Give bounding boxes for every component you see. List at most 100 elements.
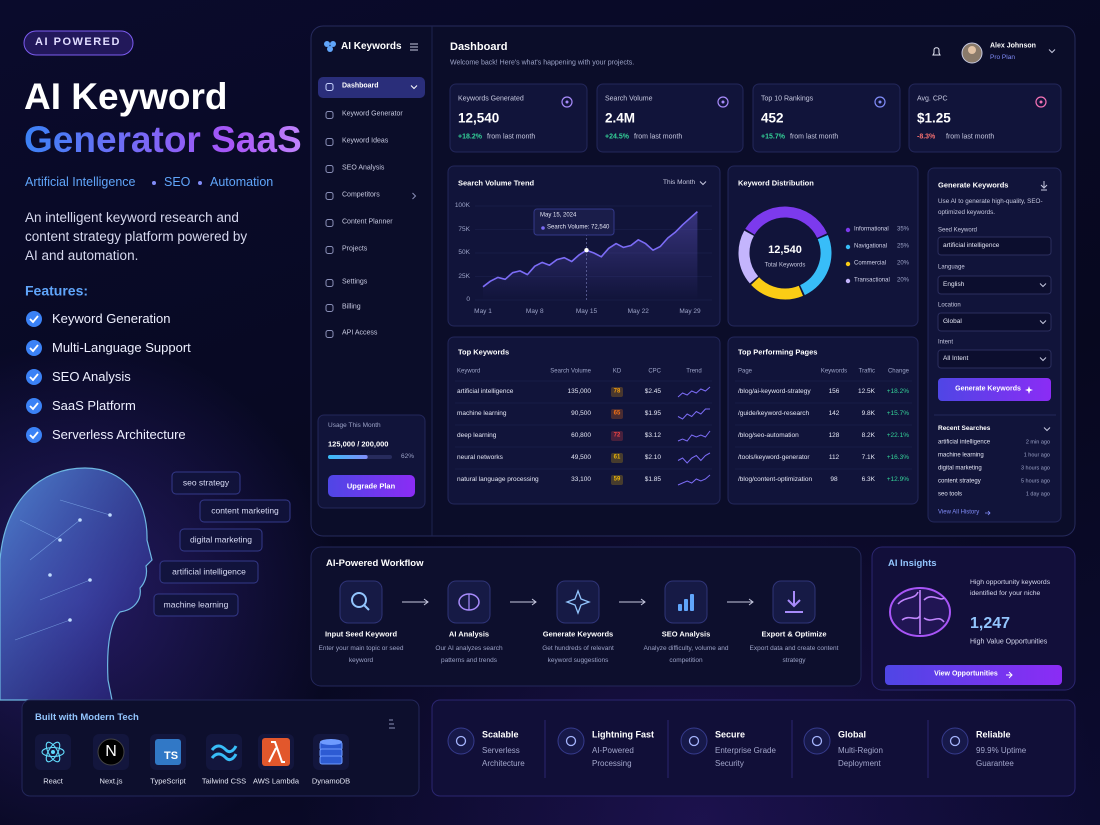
legend-label: Commercial	[854, 260, 887, 267]
page-title: Dashboard	[450, 41, 508, 54]
step-title: Generate Keywords	[542, 629, 614, 639]
nav-item[interactable]: Dashboard	[342, 82, 379, 90]
select[interactable]	[937, 312, 1052, 332]
nav-item[interactable]: Content Planner	[342, 218, 393, 226]
field-value[interactable]: artificial intelligence	[943, 241, 1000, 249]
step-title: Input Seed Keyword	[324, 629, 398, 639]
nav-item[interactable]: API Access	[342, 329, 378, 337]
input[interactable]	[937, 236, 1052, 256]
badge	[23, 30, 134, 56]
recent-term[interactable]: content strategy	[938, 478, 981, 485]
recent-term[interactable]: seo tools	[938, 491, 963, 498]
y-tick-label: 0	[466, 295, 470, 303]
history-link[interactable]: View All History	[938, 509, 980, 516]
sparkline	[677, 408, 710, 420]
table-cell: deep learning	[457, 431, 497, 439]
field-value[interactable]: English	[943, 280, 965, 288]
x-tick-label: May 29	[679, 307, 701, 315]
table-cell: 156	[828, 387, 840, 395]
x-tick-label: May 1	[474, 307, 492, 315]
nav-icon	[325, 279, 334, 287]
select[interactable]	[937, 349, 1052, 369]
x-tick-label: May 22	[627, 307, 649, 315]
nav-item[interactable]: SEO Analysis	[342, 164, 385, 172]
tech-name: AWS Lambda	[253, 776, 299, 786]
y-tick-label: 75K	[458, 225, 470, 233]
features-title: Features:	[25, 282, 89, 299]
typescript-logo	[155, 739, 181, 765]
table-cell: 7.1K	[861, 453, 875, 461]
check-icon	[26, 340, 42, 356]
kd-value: 72	[613, 432, 621, 439]
avatar-face	[968, 46, 976, 54]
stat-icon	[721, 100, 725, 104]
select[interactable]	[937, 275, 1052, 295]
stat-note: from last month	[634, 133, 683, 141]
circuit-node	[58, 538, 62, 542]
check-icon	[26, 398, 42, 414]
generate-button[interactable]	[938, 378, 1051, 401]
table-cell: 90,500	[571, 409, 591, 417]
stat-value: 452	[761, 110, 784, 126]
highlight-icon	[941, 727, 969, 755]
hero-title: Generator SaaS	[24, 117, 302, 163]
recent-term[interactable]: machine learning	[938, 452, 984, 459]
sparkle-icon	[1025, 386, 1033, 394]
dynamodb-logo	[319, 755, 343, 765]
step-description: Enter your main topic or seed keyword	[318, 645, 404, 664]
recent-time: 3 hours ago	[1020, 465, 1050, 472]
nav-item[interactable]: Keyword Ideas	[342, 137, 389, 145]
stat-change: +24.5%	[605, 133, 629, 141]
tech-name: Next.js	[99, 776, 123, 786]
generate-button-text[interactable]: Generate Keywords	[955, 385, 1021, 393]
kd-value: 78	[613, 388, 621, 395]
stat-icon	[1035, 96, 1047, 108]
recent-term[interactable]: artificial intelligence	[938, 439, 991, 446]
highlight-text: Multi-Region	[838, 746, 883, 755]
highlight-title: Secure	[715, 729, 746, 740]
logo	[324, 41, 330, 47]
insights-button[interactable]	[885, 665, 1062, 685]
nav-item[interactable]: Projects	[342, 245, 368, 253]
highlight-icon	[447, 727, 475, 755]
stat-card	[596, 83, 744, 153]
stat-note: from last month	[487, 133, 536, 141]
floating-tag-text: machine learning	[163, 599, 229, 610]
table-header: Traffic	[858, 368, 875, 375]
nav-item[interactable]: Competitors	[342, 191, 380, 199]
donut-segment	[751, 277, 804, 300]
upgrade-button-text[interactable]: Upgrade Plan	[346, 481, 396, 491]
nav-active[interactable]	[318, 77, 425, 98]
floating-tag	[153, 593, 239, 617]
period-select[interactable]: This Month	[663, 178, 696, 186]
recent-term[interactable]: digital marketing	[938, 465, 982, 472]
table-cell: +22.1%	[886, 431, 909, 439]
react-logo	[45, 741, 61, 763]
circuit-line	[59, 499, 111, 516]
chevron	[1043, 427, 1051, 432]
highlights-panel	[431, 699, 1076, 797]
field-value[interactable]: Global	[943, 317, 962, 325]
field-value[interactable]: All Intent	[943, 354, 969, 362]
panel-title: Built with Modern Tech	[35, 712, 139, 724]
stat-note: from last month	[790, 133, 839, 141]
nav-item[interactable]: Settings	[342, 278, 368, 286]
nav-item[interactable]: Keyword Generator	[342, 110, 403, 118]
nav-icon	[325, 165, 334, 173]
insights-button-text[interactable]: View Opportunities	[934, 670, 998, 678]
tooltip-dot	[541, 226, 545, 230]
step-title: Export & Optimize	[761, 629, 827, 639]
download-icon	[1040, 181, 1048, 191]
chart-title: Search Volume Trend	[458, 178, 535, 188]
step-icon	[565, 589, 591, 615]
feature-item: Serverless Architecture	[52, 426, 186, 442]
step-icon	[785, 591, 803, 613]
chevron	[412, 192, 417, 200]
legend-dot	[845, 244, 851, 250]
y-tick-label: 100K	[454, 201, 470, 209]
table-cell: /blog/ai-keyword-strategy	[738, 387, 811, 395]
upgrade-button[interactable]	[328, 475, 415, 497]
field-label: Location	[938, 302, 961, 309]
feature-item: Keyword Generation	[52, 310, 171, 326]
nav-item[interactable]: Billing	[342, 303, 361, 311]
